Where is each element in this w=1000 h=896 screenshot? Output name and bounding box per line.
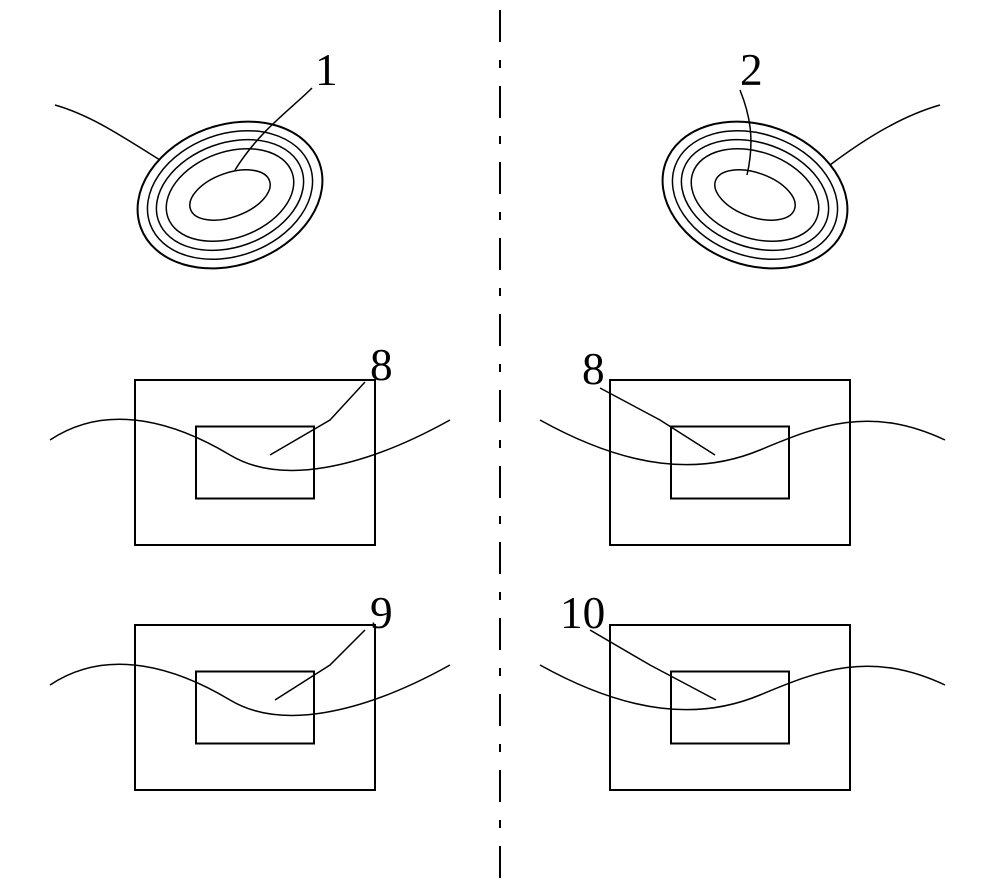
ellipse-left-ring-1 xyxy=(129,109,330,282)
box-tl-inner xyxy=(196,427,314,499)
label-10: 10 xyxy=(560,588,605,638)
ellipse-left xyxy=(117,97,343,294)
ellipse-right-ring-2 xyxy=(666,120,844,270)
wire-ellipse_left_tail xyxy=(55,105,160,160)
box-tl-outer xyxy=(135,380,375,545)
label-2: 2 xyxy=(740,45,763,95)
ellipse-left-ring-0 xyxy=(117,97,343,294)
leader-ellipse_left xyxy=(235,88,312,170)
box-br-inner xyxy=(671,672,789,744)
ellipse-right-ring-1 xyxy=(654,109,855,282)
leader-box_bl xyxy=(275,630,365,700)
label-8-right: 8 xyxy=(582,344,605,394)
ellipse-left-ring-2 xyxy=(141,120,319,270)
ellipse-right-ring-3 xyxy=(678,132,831,258)
box-bl-outer xyxy=(135,625,375,790)
leader-ellipse_right xyxy=(740,90,751,175)
ellipse-left-ring-3 xyxy=(153,132,306,258)
label-8-left: 8 xyxy=(370,340,393,390)
box-bl-inner xyxy=(196,672,314,744)
ellipse-left-ring-4 xyxy=(183,160,277,230)
label-1: 1 xyxy=(315,45,338,95)
box-tr-inner xyxy=(671,427,789,499)
ellipse-right xyxy=(642,97,868,294)
wire-ellipse_right_tail xyxy=(830,105,940,165)
label-9: 9 xyxy=(370,588,393,638)
leader-box_tr xyxy=(600,388,715,455)
leader-box_br xyxy=(590,630,716,700)
ellipse-right-ring-0 xyxy=(642,97,868,294)
box-br-outer xyxy=(610,625,850,790)
box-tr-outer xyxy=(610,380,850,545)
ellipse-right-ring-4 xyxy=(708,160,802,230)
leader-box_tl xyxy=(270,382,365,455)
